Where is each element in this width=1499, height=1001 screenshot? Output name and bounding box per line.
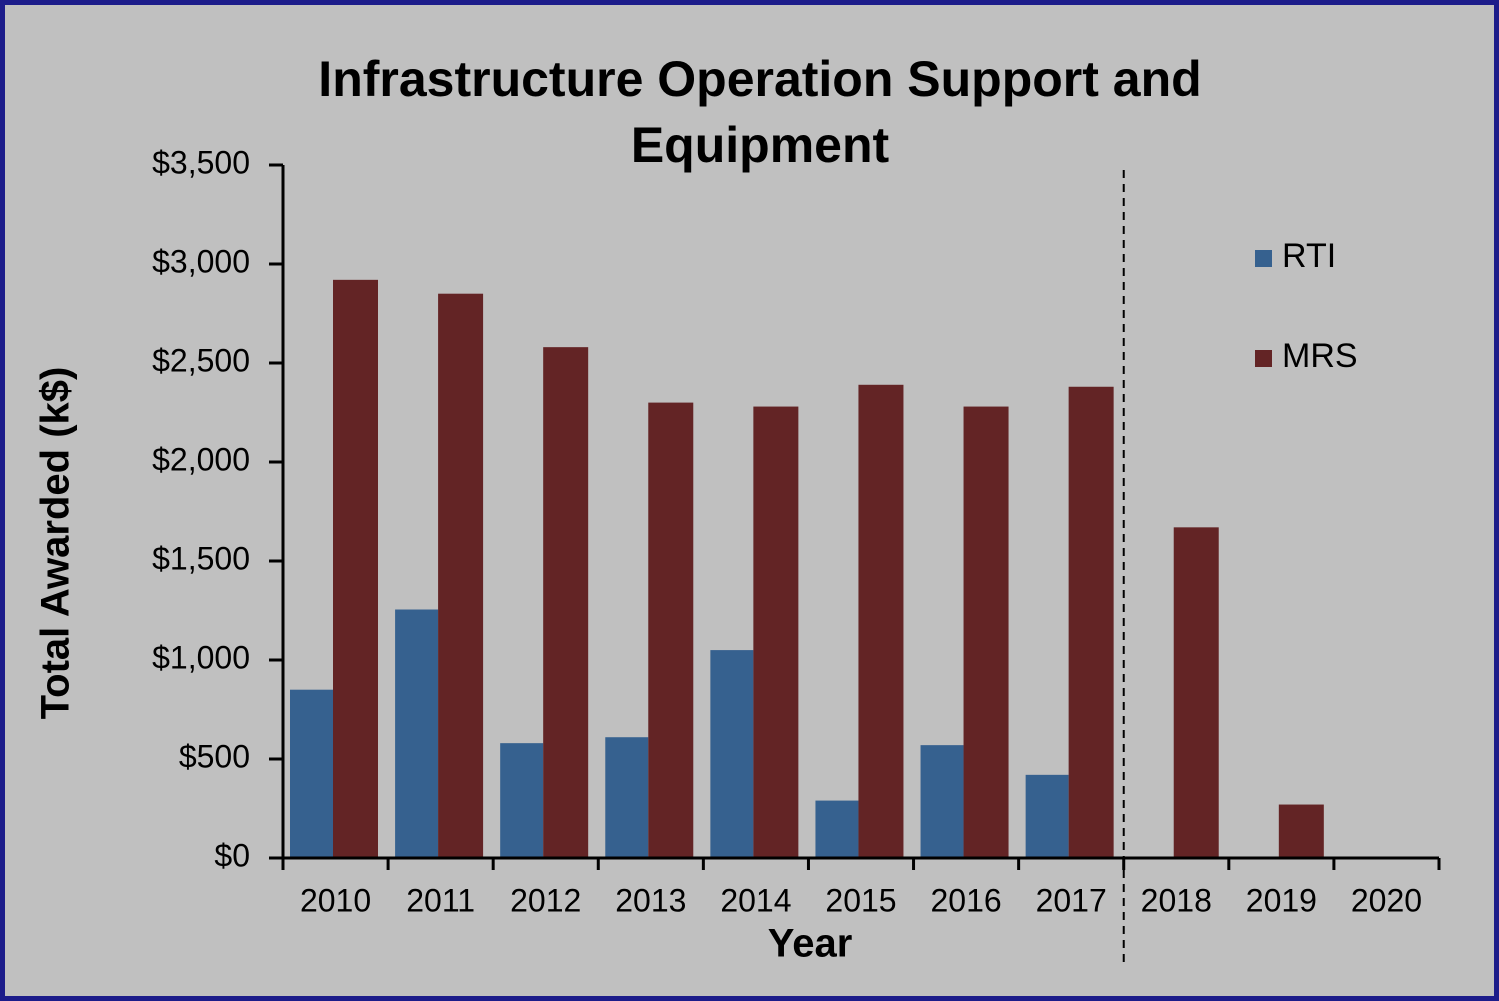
y-tick-label: $3,500: [152, 144, 250, 180]
x-tick-label: 2019: [1246, 882, 1317, 918]
bar: [1278, 804, 1324, 858]
bar: [920, 745, 964, 858]
x-tick-label: 2011: [406, 882, 475, 918]
y-tick-label: $2,500: [152, 342, 250, 378]
x-tick-label: 2018: [1141, 882, 1212, 918]
legend-label: MRS: [1282, 337, 1358, 375]
chart-title: Infrastructure Operation Support and Equ…: [318, 51, 1202, 173]
bar: [1173, 527, 1219, 858]
x-tick-label: 2012: [510, 882, 581, 918]
bar: [963, 406, 1009, 858]
x-tick-label: 2017: [1036, 882, 1107, 918]
y-tick-label: $500: [179, 738, 250, 774]
bar: [500, 743, 544, 858]
x-tick-label: 2020: [1351, 882, 1422, 918]
bar: [395, 609, 439, 858]
bar: [753, 406, 799, 858]
y-tick-label: $2,000: [152, 441, 250, 477]
legend-swatch: [1255, 350, 1272, 367]
bar: [333, 279, 378, 859]
x-tick-label: 2013: [615, 882, 686, 918]
bar: [710, 650, 754, 858]
x-tick-label: 2016: [930, 882, 1001, 918]
bar: [648, 402, 694, 858]
bar: [1025, 774, 1069, 858]
bar: [543, 347, 589, 858]
x-tick-label: 2014: [720, 882, 791, 918]
x-tick-label: 2010: [300, 882, 371, 918]
legend-label: RTI: [1282, 237, 1336, 275]
y-tick-label: $0: [214, 837, 250, 873]
x-tick-label: 2015: [825, 882, 896, 918]
bar: [438, 293, 484, 858]
bar: [605, 737, 649, 858]
y-axis-label: Total Awarded (k$): [34, 367, 78, 720]
legend-swatch: [1255, 250, 1272, 267]
x-axis-label: Year: [768, 922, 853, 966]
bar: [815, 800, 859, 858]
y-tick-label: $1,000: [152, 639, 250, 675]
y-tick-label: $3,000: [152, 243, 250, 279]
bar: [1068, 386, 1114, 858]
y-tick-label: $1,500: [152, 540, 250, 576]
bar: [290, 689, 333, 858]
bar: [858, 384, 904, 858]
